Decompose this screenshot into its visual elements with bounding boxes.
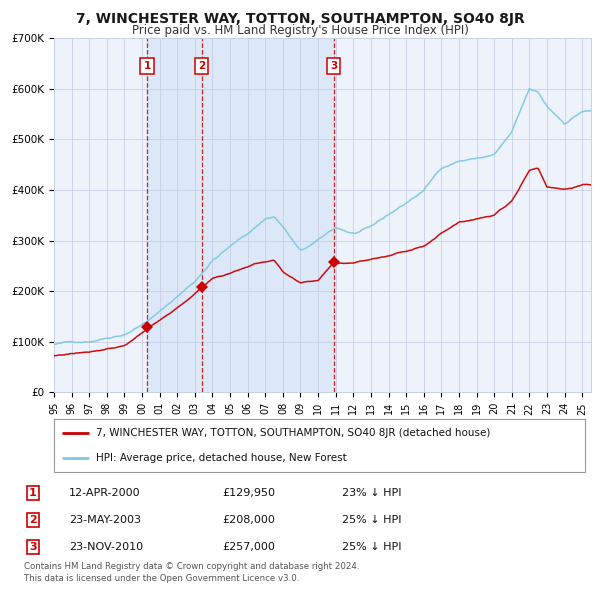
Text: 2: 2 [198,61,205,71]
Text: 23-MAY-2003: 23-MAY-2003 [69,515,141,525]
Text: 3: 3 [29,542,37,552]
Text: Contains HM Land Registry data © Crown copyright and database right 2024.: Contains HM Land Registry data © Crown c… [24,562,359,571]
Text: 12-APR-2000: 12-APR-2000 [69,488,140,498]
Text: 7, WINCHESTER WAY, TOTTON, SOUTHAMPTON, SO40 8JR (detached house): 7, WINCHESTER WAY, TOTTON, SOUTHAMPTON, … [97,428,491,438]
Bar [202,38,334,392]
Text: 1: 1 [143,61,151,71]
Text: 2: 2 [29,515,37,525]
Text: £257,000: £257,000 [222,542,275,552]
Text: 23% ↓ HPI: 23% ↓ HPI [342,488,401,498]
Text: 7, WINCHESTER WAY, TOTTON, SOUTHAMPTON, SO40 8JR: 7, WINCHESTER WAY, TOTTON, SOUTHAMPTON, … [76,12,524,26]
Text: 25% ↓ HPI: 25% ↓ HPI [342,542,401,552]
Bar [147,38,202,392]
Text: Price paid vs. HM Land Registry's House Price Index (HPI): Price paid vs. HM Land Registry's House … [131,24,469,37]
Text: HPI: Average price, detached house, New Forest: HPI: Average price, detached house, New … [97,453,347,463]
Text: 23-NOV-2010: 23-NOV-2010 [69,542,143,552]
Text: 3: 3 [331,61,338,71]
Text: £129,950: £129,950 [222,488,275,498]
Text: 1: 1 [29,488,37,498]
Text: 25% ↓ HPI: 25% ↓ HPI [342,515,401,525]
Text: This data is licensed under the Open Government Licence v3.0.: This data is licensed under the Open Gov… [24,574,299,583]
Text: £208,000: £208,000 [222,515,275,525]
